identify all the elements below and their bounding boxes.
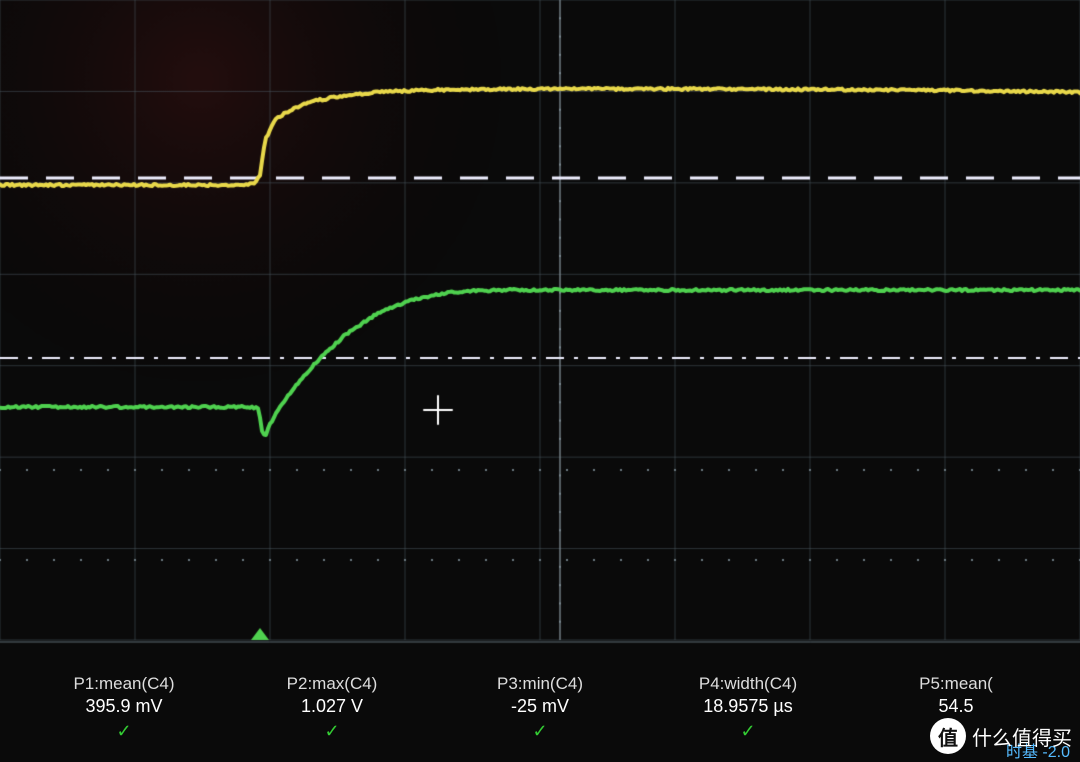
check-icon: ✓ xyxy=(644,721,852,742)
measurement-p2: P2:max(C4) 1.027 V ✓ xyxy=(228,674,436,742)
meas-value: -25 mV xyxy=(436,696,644,717)
meas-label: P4:width(C4) xyxy=(644,674,852,694)
measurement-p1: P1:mean(C4) 395.9 mV ✓ xyxy=(20,674,228,742)
meas-label: P2:max(C4) xyxy=(228,674,436,694)
measurements-bar: P1:mean(C4) 395.9 mV ✓ P2:max(C4) 1.027 … xyxy=(0,674,1080,742)
meas-value: 1.027 V xyxy=(228,696,436,717)
watermark-icon: 值 xyxy=(930,718,966,754)
meas-value: 395.9 mV xyxy=(20,696,228,717)
meas-value: 18.9575 µs xyxy=(644,696,852,717)
check-icon: ✓ xyxy=(436,721,644,742)
measurement-p3: P3:min(C4) -25 mV ✓ xyxy=(436,674,644,742)
check-icon: ✓ xyxy=(228,721,436,742)
oscilloscope-display xyxy=(0,0,1080,762)
measurement-p4: P4:width(C4) 18.9575 µs ✓ xyxy=(644,674,852,742)
meas-label: P5:mean( xyxy=(852,674,1060,694)
watermark-text: 什么值得买 xyxy=(972,722,1072,751)
meas-label: P3:min(C4) xyxy=(436,674,644,694)
meas-label: P1:mean(C4) xyxy=(20,674,228,694)
watermark: 值 什么值得买 xyxy=(930,718,1072,754)
check-icon: ✓ xyxy=(20,721,228,742)
meas-value: 54.5 xyxy=(852,696,1060,717)
